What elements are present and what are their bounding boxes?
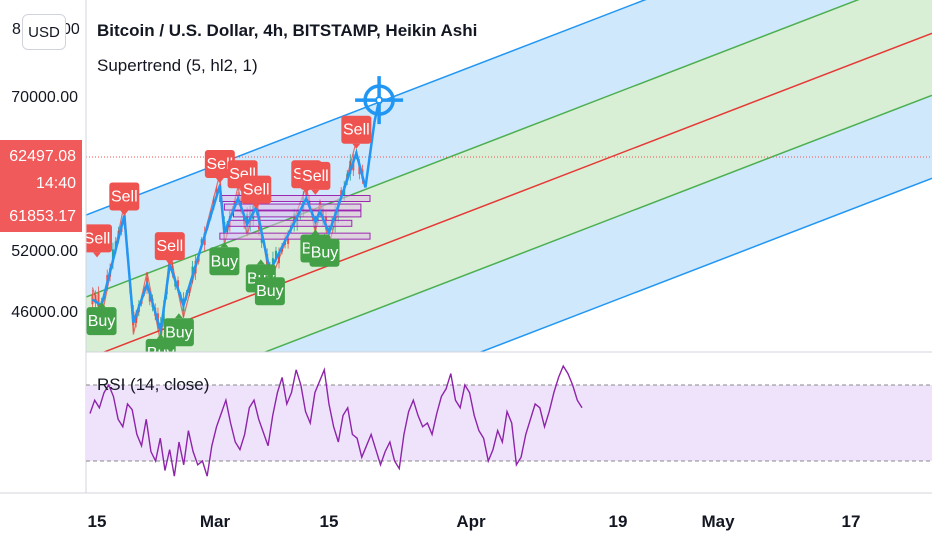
buy-signal: Buy bbox=[86, 302, 117, 336]
channel-mid-line bbox=[102, 32, 932, 352]
time-tick: 15 bbox=[319, 512, 339, 531]
signal-pointer bbox=[265, 272, 274, 278]
time-tick: 17 bbox=[841, 512, 861, 531]
signal-pointer bbox=[220, 242, 229, 248]
signal-label: Buy bbox=[256, 283, 284, 300]
sell-signal-box bbox=[154, 232, 185, 261]
sell-signal: Sell bbox=[154, 232, 185, 266]
sell-signal: Sell bbox=[241, 175, 272, 209]
sell-signal-box bbox=[341, 115, 372, 144]
time-tick: 15 bbox=[87, 512, 107, 531]
buy-signal-box bbox=[163, 318, 194, 347]
signal-pointer bbox=[156, 333, 165, 339]
signal-label: Buy bbox=[311, 245, 339, 262]
sell-signal: Sell bbox=[341, 115, 372, 149]
buy-signal: Buy bbox=[309, 233, 340, 267]
signal-label: Sell bbox=[111, 188, 138, 205]
sell-signal-box bbox=[109, 182, 140, 211]
signal-pointer bbox=[165, 260, 174, 266]
buy-signal: Buy bbox=[254, 272, 285, 306]
sell-signal-box bbox=[241, 175, 272, 204]
signal-label: Sell bbox=[84, 230, 111, 247]
current-price-label: 62497.08 bbox=[9, 148, 76, 165]
signal-pointer bbox=[93, 252, 101, 258]
buy-signal: Buy bbox=[163, 313, 194, 347]
signal-pointer bbox=[120, 210, 129, 216]
currency-button[interactable]: USD bbox=[22, 14, 66, 50]
symbol-title[interactable]: Bitcoin / U.S. Dollar, 4h, BITSTAMP, Hei… bbox=[97, 21, 478, 40]
signal-label: Buy bbox=[88, 313, 116, 330]
signal-label: Sell bbox=[243, 182, 270, 199]
indicator-label[interactable]: Supertrend (5, hl2, 1) bbox=[97, 56, 258, 75]
candle-body bbox=[97, 292, 100, 306]
signal-pointer bbox=[97, 302, 106, 308]
target-center bbox=[375, 96, 384, 105]
channel-inner-upper-line bbox=[86, 0, 860, 298]
rsi-indicator-label[interactable]: RSI (14, close) bbox=[97, 375, 210, 394]
signal-pointer bbox=[320, 233, 329, 239]
candle-body bbox=[148, 294, 151, 302]
sell-signal: Sell bbox=[300, 161, 331, 195]
resistance-box bbox=[219, 232, 371, 240]
channel-inner-fill bbox=[86, 0, 932, 352]
candle-body bbox=[274, 250, 277, 259]
signal-pointer bbox=[174, 313, 183, 319]
price-tick: 70000.00 bbox=[11, 89, 78, 106]
candle-body bbox=[176, 280, 179, 288]
time-tick: Apr bbox=[456, 512, 486, 531]
signal-label: Sell bbox=[302, 168, 329, 185]
candle-body bbox=[340, 190, 343, 197]
buy-signal-box bbox=[209, 247, 240, 276]
alt-price-box bbox=[0, 204, 82, 232]
resistance-box bbox=[223, 203, 362, 211]
signal-label: Buy bbox=[147, 345, 175, 362]
signal-label: Sell bbox=[156, 238, 183, 255]
signal-pointer bbox=[256, 259, 265, 265]
buy-signal-box bbox=[254, 277, 285, 306]
signal-label: Buy bbox=[211, 253, 239, 270]
signal-label: Buy bbox=[165, 324, 193, 341]
time-tick: 19 bbox=[608, 512, 628, 531]
sell-signal-box bbox=[300, 161, 331, 190]
signal-pointer bbox=[352, 143, 361, 149]
candle-body bbox=[334, 212, 337, 226]
countdown-label: 14:40 bbox=[35, 175, 76, 192]
target-icon bbox=[355, 76, 404, 125]
buy-signal-box bbox=[309, 238, 340, 267]
top-price-label-2: 00 bbox=[62, 21, 80, 38]
price-pane: Sell Buy Sell Buy Sell Buy Sell Buy Sell Sell Buy B… bbox=[84, 0, 932, 362]
signal-label: Sell bbox=[343, 122, 370, 139]
signal-label: Sell bbox=[207, 156, 234, 173]
rsi-line bbox=[89, 364, 583, 477]
price-tick: 52000.00 bbox=[11, 243, 78, 260]
channel-lower-line bbox=[478, 177, 932, 352]
current-price-box bbox=[0, 140, 82, 210]
buy-signal-box bbox=[86, 307, 117, 336]
sell-signal: Sell bbox=[204, 149, 235, 183]
sell-signal-box bbox=[86, 224, 112, 253]
signal-pointer bbox=[311, 229, 320, 235]
time-tick: Mar bbox=[199, 512, 231, 531]
signal-pointer bbox=[252, 203, 261, 209]
channel-inner-lower-line bbox=[263, 94, 932, 352]
sell-signal: Sell bbox=[109, 182, 140, 216]
candle-body bbox=[91, 294, 94, 305]
top-price-label: 8 bbox=[12, 21, 21, 38]
alt-price-label: 61853.17 bbox=[9, 208, 76, 225]
buy-signal: Buy bbox=[209, 242, 240, 276]
time-tick: May bbox=[701, 512, 735, 531]
rsi-band bbox=[86, 385, 932, 461]
candle-body bbox=[305, 191, 308, 198]
sell-signal-box bbox=[204, 149, 235, 178]
candle-body bbox=[135, 314, 138, 324]
price-tick: 46000.00 bbox=[11, 304, 78, 321]
sell-signal: Sell bbox=[84, 224, 112, 258]
signal-pointer bbox=[311, 189, 320, 195]
signal-pointer bbox=[215, 177, 224, 183]
zigzag-line bbox=[91, 99, 381, 332]
